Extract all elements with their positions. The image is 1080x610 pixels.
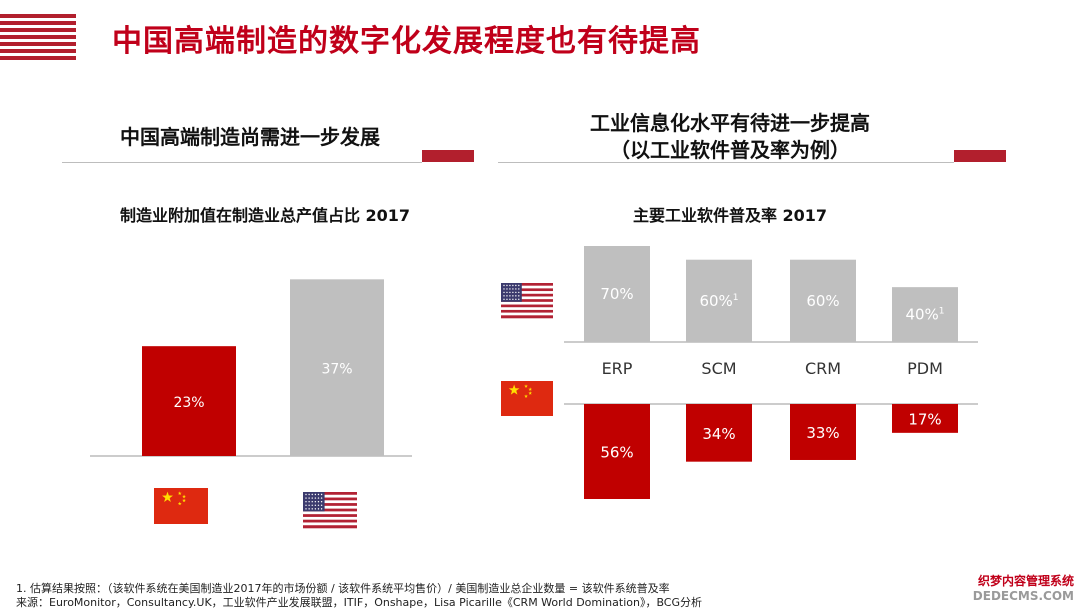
right-section-title-line2: （以工业软件普及率为例）: [610, 138, 850, 162]
china-flag-small-star-2: [182, 498, 186, 503]
china-flag-small-star-3: [177, 501, 182, 506]
china-flag-big-star: [508, 384, 520, 395]
us-flag-icon: [501, 283, 553, 319]
right-section-title-line1: 工业信息化水平有待进一步提高: [590, 111, 870, 135]
page-title: 中国高端制造的数字化发展程度也有待提高: [112, 24, 701, 59]
china-flag-small-star-0: [524, 384, 528, 388]
bar-label-china: 23%: [173, 395, 204, 411]
footnote-marker: 1: [939, 307, 945, 317]
bar-label-usa-crm: 60%: [806, 292, 839, 310]
china-flag-small-star-3: [524, 394, 528, 398]
bar-usa-scm: [686, 259, 752, 342]
china-flag-small-star-2: [528, 391, 533, 395]
bar-china-crm: [790, 404, 856, 460]
bar-china: [142, 346, 236, 456]
bar-label-china-erp: 56%: [600, 444, 633, 462]
us-flag-icon: [303, 492, 357, 529]
watermark-line2: DEDECMS.COM: [972, 589, 1074, 603]
left-section-title: 中国高端制造尚需进一步发展: [120, 125, 380, 149]
china-flag-icon: [154, 488, 208, 524]
bar-usa: [290, 279, 384, 456]
bar-usa-pdm: [892, 287, 958, 342]
left-chart-title: 制造业附加值在制造业总产值占比 2017: [119, 206, 411, 225]
category-label-scm: SCM: [701, 359, 736, 378]
bar-china-pdm: [892, 404, 958, 433]
bar-label-china-scm: 34%: [702, 425, 735, 443]
right-red-marker: [954, 150, 1006, 162]
china-flag-icon: [501, 381, 553, 416]
left-red-marker: [422, 150, 474, 162]
bar-label-usa: 37%: [321, 362, 352, 378]
bar-usa-crm: [790, 259, 856, 342]
right-chart-title: 主要工业软件普及率 2017: [632, 206, 828, 225]
bar-usa-erp: [584, 246, 650, 342]
header-stripes-icon: [0, 14, 76, 62]
watermark-line1: 织梦内容管理系统: [977, 574, 1074, 588]
watermark: 织梦内容管理系统 DEDECMS.COM: [973, 572, 1074, 603]
bar-label-usa-scm: 60%1: [699, 292, 738, 310]
footnote-source: 来源：EuroMonitor，Consultancy.UK，工业软件产业发展联盟…: [16, 596, 703, 609]
category-label-pdm: PDM: [907, 359, 943, 378]
china-flag-big-star: [162, 491, 173, 503]
bar-label-china-crm: 33%: [806, 424, 839, 442]
footnote-marker: 1: [733, 293, 739, 303]
china-flag-small-star-1: [528, 387, 533, 391]
category-label-erp: ERP: [602, 359, 633, 378]
left-divider: [62, 162, 422, 163]
footnote-1: 1. 估算结果按照：（该软件系统在美国制造业2017年的市场份额 / 该软件系统…: [16, 582, 670, 595]
right-section-title: 工业信息化水平有待进一步提高 （以工业软件普及率为例）: [540, 110, 920, 164]
china-flag-small-star-0: [177, 491, 182, 495]
china-flag-small-star-1: [182, 494, 186, 499]
bar-label-usa-pdm: 40%1: [905, 306, 944, 324]
bar-label-china-pdm: 17%: [908, 410, 941, 428]
bar-china-erp: [584, 404, 650, 499]
bar-label-usa-erp: 70%: [600, 285, 633, 303]
category-label-crm: CRM: [805, 359, 841, 378]
bar-china-scm: [686, 404, 752, 462]
right-divider: [498, 162, 954, 163]
